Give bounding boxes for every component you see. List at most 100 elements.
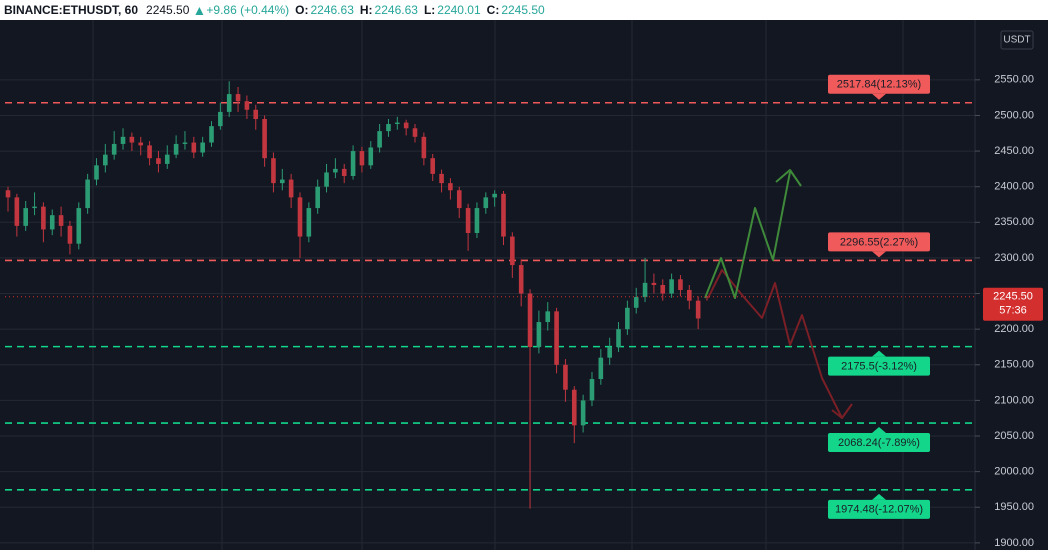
candle-body — [492, 193, 497, 198]
candle-body — [651, 282, 657, 285]
y-tick-label: 2300.00 — [994, 252, 1034, 264]
candles — [5, 81, 710, 509]
candle-body — [368, 147, 374, 166]
candle-body — [333, 168, 338, 173]
level-label: 2296.55(2.27%) — [840, 236, 918, 248]
candle-body — [386, 124, 391, 132]
ohlc-label: H: — [360, 3, 373, 17]
y-tick-label: 1950.00 — [994, 501, 1034, 513]
candle-body — [545, 311, 551, 323]
y-tick-label: 2100.00 — [994, 394, 1034, 406]
candle-body — [271, 158, 276, 184]
candle-body — [465, 208, 471, 233]
bullish-arrow-head — [775, 169, 802, 187]
candle-body — [235, 94, 241, 102]
candle-body — [616, 329, 621, 347]
candle-body — [49, 215, 55, 230]
candle-body — [138, 142, 144, 146]
y-tick-label: 2000.00 — [994, 466, 1034, 478]
price-tag-label: 2245.50 — [993, 291, 1033, 303]
candle-body — [412, 128, 418, 137]
ohlc-value: 2240.01 — [437, 3, 481, 17]
candle-body — [607, 346, 612, 358]
candle-body — [94, 165, 99, 180]
candle-body — [324, 172, 329, 187]
candle-body — [244, 101, 250, 110]
candle-body — [483, 197, 489, 209]
y-tick-label: 2050.00 — [994, 430, 1034, 442]
header: 2245.50 +9.86 (+0.44%) O: 2246.63 H: 2246.63 L… — [146, 3, 545, 17]
projection — [704, 169, 853, 419]
level-label-pointer — [872, 350, 886, 357]
candle-body — [563, 364, 568, 390]
candle-body — [129, 136, 135, 143]
level-label-box — [828, 356, 930, 376]
candle-body — [76, 208, 82, 244]
bearish-arrow-head — [831, 403, 853, 419]
candle-body — [315, 186, 320, 209]
y-tick-label: 2200.00 — [994, 323, 1034, 335]
candle-body — [456, 190, 462, 209]
ohlc-value: 2246.63 — [375, 3, 419, 17]
candle-body — [306, 208, 312, 237]
y-tick-label: 2500.00 — [994, 109, 1034, 121]
candle-body — [536, 322, 542, 347]
candle-body — [85, 179, 90, 209]
y-tick-label: 1900.00 — [994, 537, 1034, 549]
time-grid — [92, 20, 904, 550]
candle-body — [589, 379, 595, 401]
candle-body — [395, 122, 400, 125]
candle-body — [474, 208, 480, 233]
candle-body — [341, 168, 347, 177]
ohlc-label: C: — [487, 3, 500, 17]
candle-body — [633, 297, 639, 308]
level-label-box — [828, 433, 930, 453]
candle-body — [660, 285, 666, 294]
price-tag-countdown: 57:36 — [999, 305, 1027, 317]
candle-body — [262, 119, 267, 159]
candle-body — [359, 151, 365, 166]
candle-body — [164, 154, 170, 164]
level-label-pointer — [872, 493, 886, 500]
candle-body — [41, 206, 46, 230]
candle-body — [377, 131, 382, 148]
level-label: 2068.24(-7.89%) — [838, 437, 920, 449]
ohlc-label: O: — [295, 3, 308, 17]
candle-body — [191, 142, 197, 153]
y-tick-label: 2450.00 — [994, 145, 1034, 157]
candle-body — [554, 311, 559, 365]
axis-unit: USDT — [1003, 35, 1030, 46]
candle-body — [297, 197, 303, 237]
candle-body — [253, 109, 259, 120]
ohlc-value: 2246.63 — [310, 3, 354, 17]
candle-body — [58, 215, 64, 226]
candle-body — [279, 179, 285, 184]
candle-body — [156, 158, 161, 164]
level-label-box — [828, 232, 930, 252]
candle-body — [518, 265, 524, 294]
level-label: 2517.84(12.13%) — [837, 79, 921, 91]
candle-body — [120, 136, 126, 144]
bullish-projection — [704, 171, 791, 299]
candle-body — [695, 300, 701, 319]
y-tick-label: 2150.00 — [994, 359, 1034, 371]
candle-body — [14, 197, 20, 226]
candle-body — [598, 357, 604, 380]
price-change: +9.86 (+0.44%) — [206, 3, 289, 17]
candle-body — [23, 208, 28, 226]
header-bar — [0, 0, 1048, 20]
candle-body — [527, 293, 533, 347]
candle-body — [642, 282, 648, 298]
price-grid — [0, 79, 975, 544]
candle-body — [501, 193, 506, 237]
y-tick-label: 2400.00 — [994, 181, 1034, 193]
level-label: 2175.5(-3.12%) — [841, 361, 917, 373]
ohlc-value: 2245.50 — [501, 3, 545, 17]
candle-body — [32, 206, 37, 209]
level-label-pointer — [872, 251, 886, 258]
levels: 2517.84(12.13%) 2296.55(2.27%) 2175.5(-3.1… — [5, 74, 975, 519]
candle-body — [439, 173, 444, 184]
candle-body — [173, 143, 179, 155]
